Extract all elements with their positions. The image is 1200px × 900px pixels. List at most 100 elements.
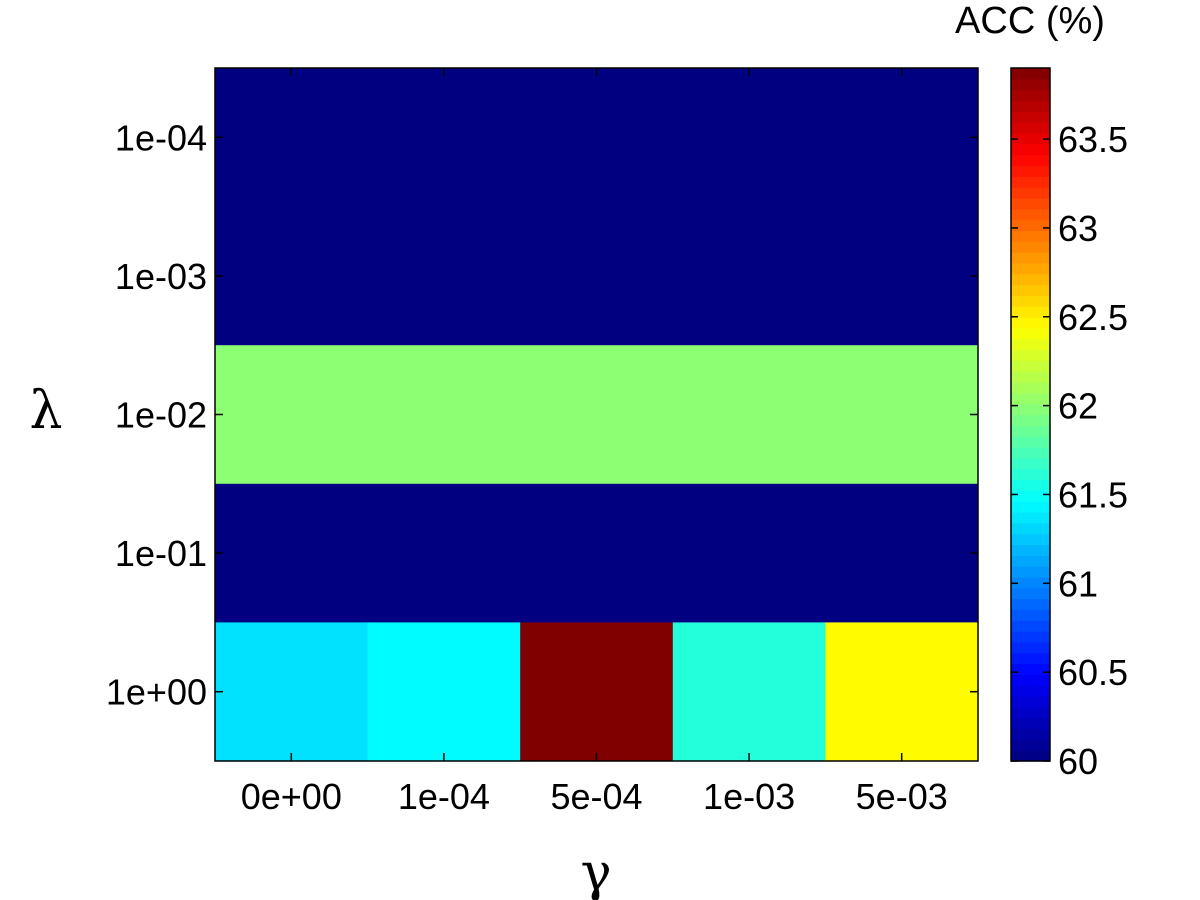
- colorbar-segment: [1011, 317, 1050, 329]
- colorbar-segment: [1011, 252, 1050, 264]
- colorbar-segment: [1011, 717, 1050, 730]
- heatmap-cell: [367, 345, 521, 485]
- colorbar-segment: [1011, 382, 1050, 394]
- colorbar-segment: [1011, 68, 1050, 80]
- colorbar-segment: [1011, 273, 1050, 286]
- colorbar-tick-label: 63.5: [1058, 119, 1128, 160]
- colorbar-segment: [1011, 501, 1050, 513]
- heatmap-cell: [520, 206, 674, 346]
- colorbar-segment: [1011, 555, 1050, 567]
- colorbar-segment: [1011, 132, 1050, 145]
- colorbar-segment: [1011, 620, 1050, 632]
- heatmap-cell: [672, 206, 826, 346]
- y-tick-label: 1e-04: [115, 117, 207, 158]
- x-tick-label: 0e+00: [241, 776, 342, 817]
- colorbar-segment: [1011, 739, 1050, 751]
- colorbar-segment: [1011, 750, 1050, 762]
- x-axis-ticks: 0e+00 1e-04 5e-04 1e-03 5e-03: [241, 68, 948, 817]
- colorbar-segment: [1011, 522, 1050, 535]
- colorbar-segment: [1011, 576, 1050, 589]
- colorbar-tick-label: 63: [1058, 208, 1098, 249]
- colorbar-segment: [1011, 338, 1050, 351]
- heatmap-cell: [215, 206, 369, 346]
- colorbar: 60 60.5 61 61.5 62 62.5 63 63.5 ACC (%): [955, 0, 1128, 782]
- heatmap-cell: [367, 622, 521, 762]
- colorbar-segment: [1011, 457, 1050, 470]
- heatmap-cell: [825, 622, 979, 762]
- heatmap-cell: [672, 68, 826, 208]
- colorbar-frame: [1010, 67, 1051, 762]
- colorbar-segment: [1011, 327, 1050, 340]
- colorbar-segment: [1011, 403, 1050, 416]
- y-tick-label: 1e-01: [115, 533, 207, 574]
- heatmap-cell: [672, 345, 826, 485]
- colorbar-segment: [1011, 262, 1050, 275]
- colorbar-segment: [1011, 641, 1050, 654]
- colorbar-segment: [1011, 197, 1050, 210]
- heatmap-cell: [520, 68, 674, 208]
- colorbar-segment: [1011, 154, 1050, 167]
- colorbar-segment: [1011, 479, 1050, 491]
- heatmap-cell: [825, 206, 979, 346]
- colorbar-gradient: [1011, 68, 1050, 762]
- colorbar-segment: [1011, 100, 1050, 112]
- y-axis-label: λ: [30, 381, 63, 441]
- colorbar-segment: [1011, 208, 1050, 221]
- colorbar-segment: [1011, 241, 1050, 253]
- colorbar-segment: [1011, 89, 1050, 102]
- colorbar-segment: [1011, 685, 1050, 697]
- colorbar-tick-label: 61.5: [1058, 474, 1128, 515]
- colorbar-tick-label: 60: [1058, 741, 1098, 782]
- heatmap-cell: [672, 622, 826, 762]
- colorbar-segment: [1011, 468, 1050, 481]
- heatmap-cell: [367, 483, 521, 623]
- colorbar-segment: [1011, 490, 1050, 502]
- colorbar-segment: [1011, 631, 1050, 643]
- colorbar-segment: [1011, 111, 1050, 123]
- colorbar-segment: [1011, 425, 1050, 437]
- heatmap-cell: [520, 483, 674, 623]
- heatmap-cells: [215, 68, 979, 762]
- heatmap-cell: [215, 483, 369, 623]
- colorbar-tick-label: 62.5: [1058, 297, 1128, 338]
- colorbar-segment: [1011, 436, 1050, 448]
- colorbar-segment: [1011, 371, 1050, 383]
- colorbar-segment: [1011, 663, 1050, 675]
- colorbar-segment: [1011, 728, 1050, 740]
- y-tick-label: 1e-03: [115, 256, 207, 297]
- colorbar-segment: [1011, 349, 1050, 361]
- colorbar-segment: [1011, 696, 1050, 708]
- colorbar-segment: [1011, 544, 1050, 556]
- heatmap-cell: [215, 622, 369, 762]
- heatmap-cell: [825, 68, 979, 208]
- colorbar-segment: [1011, 392, 1050, 405]
- colorbar-segment: [1011, 674, 1050, 686]
- x-axis-label: γ: [580, 843, 611, 900]
- colorbar-tick-label: 62: [1058, 386, 1098, 427]
- colorbar-segment: [1011, 446, 1050, 459]
- colorbar-segment: [1011, 122, 1050, 134]
- colorbar-segment: [1011, 511, 1050, 524]
- colorbar-segment: [1011, 176, 1050, 188]
- colorbar-tick-label: 61: [1058, 563, 1098, 604]
- colorbar-segment: [1011, 414, 1050, 426]
- colorbar-segment: [1011, 587, 1050, 600]
- x-tick-label: 1e-03: [703, 776, 795, 817]
- heatmap-cell: [215, 68, 369, 208]
- colorbar-title: ACC (%): [955, 0, 1105, 42]
- heatmap-cell: [825, 483, 979, 623]
- colorbar-segment: [1011, 306, 1050, 318]
- colorbar-segment: [1011, 295, 1050, 307]
- colorbar-segment: [1011, 609, 1050, 621]
- y-tick-label: 1e+00: [106, 672, 207, 713]
- colorbar-segment: [1011, 533, 1050, 546]
- colorbar-segment: [1011, 143, 1050, 156]
- colorbar-tick-label: 60.5: [1058, 652, 1128, 693]
- colorbar-segment: [1011, 652, 1050, 665]
- colorbar-segment: [1011, 360, 1050, 372]
- x-tick-label: 5e-04: [550, 776, 642, 817]
- colorbar-ticks: 60 60.5 61 61.5 62 62.5 63 63.5: [1011, 119, 1128, 782]
- y-axis-ticks: 1e-04 1e-03 1e-02 1e-01 1e+00: [106, 117, 978, 713]
- heatmap-cell: [367, 206, 521, 346]
